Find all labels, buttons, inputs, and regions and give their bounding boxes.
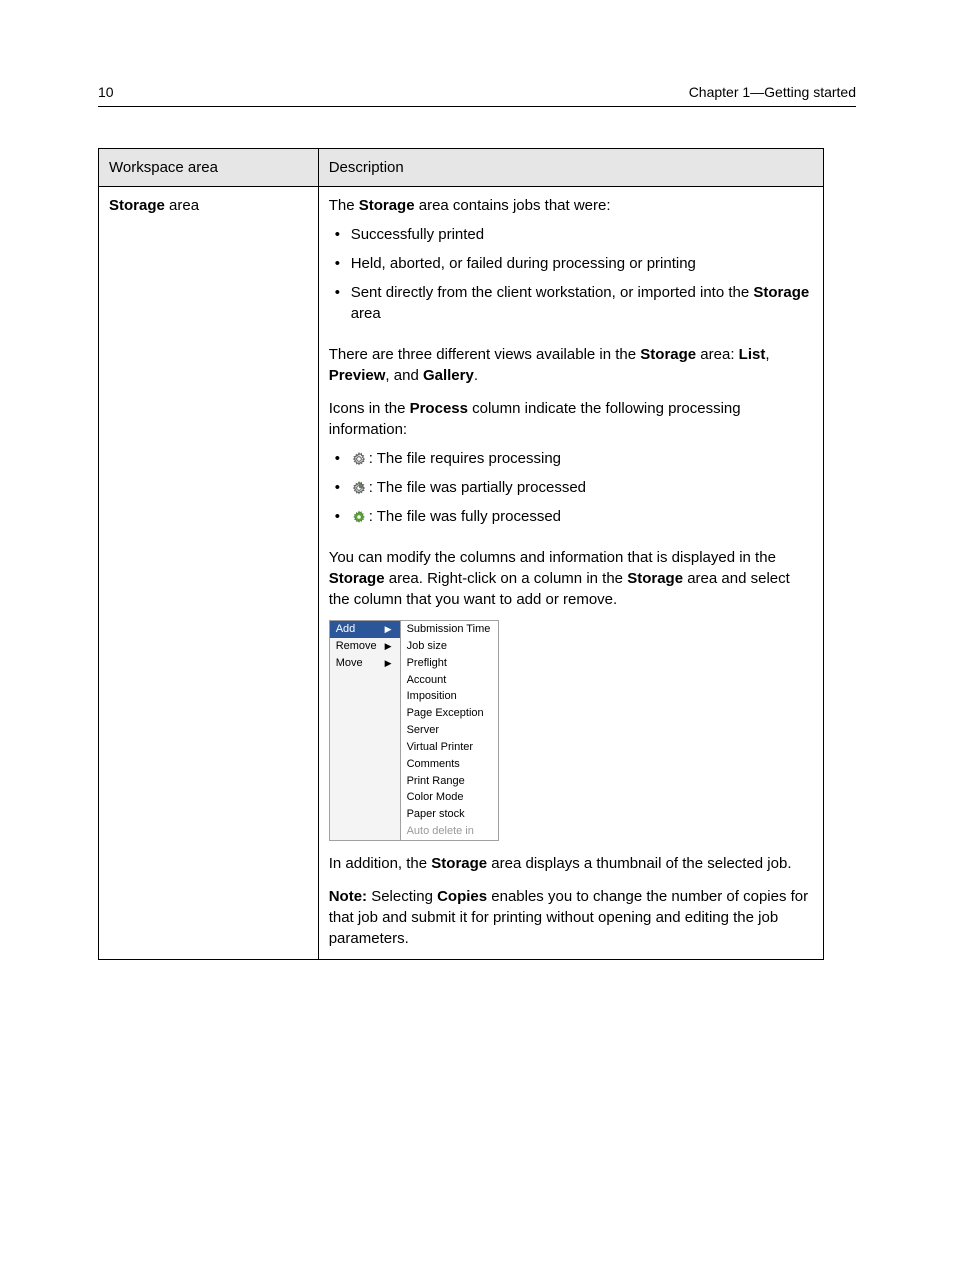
submenu-item[interactable]: Imposition (401, 688, 499, 705)
bullet3-bold: Storage (753, 284, 809, 301)
views-storage: Storage (640, 346, 696, 363)
row-label-bold: Storage (109, 197, 165, 214)
row-label-cell: Storage area (99, 187, 319, 960)
chapter-title: Chapter 1—Getting started (689, 84, 856, 100)
submenu-item[interactable]: Job size (401, 638, 499, 655)
icons-process: Process (410, 400, 468, 417)
bullet3-pre: Sent directly from the client workstatio… (351, 284, 754, 301)
menu-label: Remove (336, 639, 377, 654)
context-menu: Add ▶ Remove ▶ Move ▶ Submission Time Job s… (329, 620, 500, 841)
views-end: . (474, 367, 478, 384)
icon1-text: : The file requires processing (369, 448, 561, 469)
intro-bold: Storage (359, 197, 415, 214)
views-list: List (739, 346, 766, 363)
intro-line: The Storage area contains jobs that were… (329, 195, 813, 216)
views-preview: Preview (329, 367, 386, 384)
submenu-item-disabled: Auto delete in (401, 823, 499, 840)
modify-mid: area. Right-click on a column in the (385, 570, 628, 587)
workspace-table: Workspace area Description Storage area … (98, 148, 824, 960)
addition-para: In addition, the Storage area displays a… (329, 853, 813, 874)
chevron-right-icon: ▶ (385, 657, 392, 669)
views-para: There are three different views availabl… (329, 344, 813, 386)
bullet-list-1: Successfully printed Held, aborted, or f… (329, 224, 813, 324)
modify-b2: Storage (627, 570, 683, 587)
bullet3-post: area (351, 305, 381, 322)
chevron-right-icon: ▶ (385, 640, 392, 652)
modify-b1: Storage (329, 570, 385, 587)
submenu-item[interactable]: Print Range (401, 773, 499, 790)
submenu-item[interactable]: Preflight (401, 655, 499, 672)
menu-label: Move (336, 656, 363, 671)
addition-post: area displays a thumbnail of the selecte… (487, 855, 791, 872)
intro-post: area contains jobs that were: (415, 197, 611, 214)
addition-pre: In addition, the (329, 855, 432, 872)
icon2-text: : The file was partially processed (369, 477, 586, 498)
bullet-item: : The file requires processing (329, 448, 813, 469)
modify-para: You can modify the columns and informati… (329, 547, 813, 610)
submenu-item[interactable]: Virtual Printer (401, 739, 499, 756)
icon-bullet-list: : The file requires processing : The fil… (329, 448, 813, 527)
intro-pre: The (329, 197, 359, 214)
gear-partial-icon (352, 481, 366, 495)
submenu-item[interactable]: Submission Time (401, 621, 499, 638)
icons-pre: Icons in the (329, 400, 410, 417)
views-mid: area: (696, 346, 739, 363)
page-header: 10 Chapter 1—Getting started (98, 84, 856, 107)
modify-pre: You can modify the columns and informati… (329, 549, 776, 566)
views-sep2: , and (385, 367, 423, 384)
gear-full-icon (352, 510, 366, 524)
addition-bold: Storage (431, 855, 487, 872)
views-gallery: Gallery (423, 367, 474, 384)
submenu-item[interactable]: Server (401, 722, 499, 739)
context-menu-col1: Add ▶ Remove ▶ Move ▶ (330, 621, 401, 840)
submenu-item[interactable]: Page Exception (401, 705, 499, 722)
bullet-item: : The file was partially processed (329, 477, 813, 498)
menu-item-add[interactable]: Add ▶ (330, 621, 400, 638)
note-pre: Selecting (367, 888, 437, 905)
context-menu-col2: Submission Time Job size Preflight Accou… (401, 621, 499, 840)
bullet-item: Sent directly from the client workstatio… (329, 282, 813, 324)
note-copies: Copies (437, 888, 487, 905)
menu-label: Add (336, 622, 356, 637)
submenu-item[interactable]: Account (401, 672, 499, 689)
icon3-text: : The file was fully processed (369, 506, 561, 527)
views-sep1: , (765, 346, 769, 363)
col-header-description: Description (318, 149, 823, 187)
bullet-item: Held, aborted, or failed during processi… (329, 253, 813, 274)
views-pre: There are three different views availabl… (329, 346, 641, 363)
col-header-workspace: Workspace area (99, 149, 319, 187)
submenu-item[interactable]: Comments (401, 756, 499, 773)
note-label: Note: (329, 888, 367, 905)
page-number: 10 (98, 84, 114, 100)
submenu-item[interactable]: Paper stock (401, 806, 499, 823)
bullet-item: : The file was fully processed (329, 506, 813, 527)
row-label-rest: area (165, 197, 199, 214)
note-para: Note: Selecting Copies enables you to ch… (329, 886, 813, 949)
submenu-item[interactable]: Color Mode (401, 789, 499, 806)
bullet-item: Successfully printed (329, 224, 813, 245)
chevron-right-icon: ▶ (385, 623, 392, 635)
menu-item-move[interactable]: Move ▶ (330, 655, 400, 672)
row-description-cell: The Storage area contains jobs that were… (318, 187, 823, 960)
icons-intro: Icons in the Process column indicate the… (329, 398, 813, 440)
menu-item-remove[interactable]: Remove ▶ (330, 638, 400, 655)
gear-outline-icon (352, 452, 366, 466)
